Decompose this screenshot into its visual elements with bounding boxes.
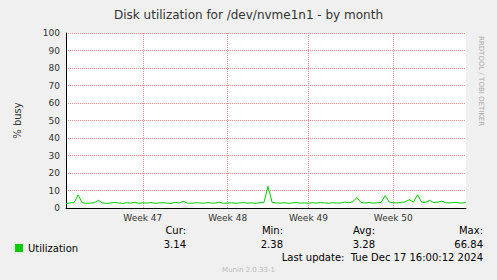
svg-text:3.14: 3.14 xyxy=(164,239,186,250)
svg-text:Week 49: Week 49 xyxy=(289,213,328,223)
svg-text:Week 50: Week 50 xyxy=(374,213,413,223)
svg-text:Week 48: Week 48 xyxy=(208,213,247,223)
svg-text:Utilization: Utilization xyxy=(28,243,78,254)
svg-text:50: 50 xyxy=(49,116,61,126)
svg-text:70: 70 xyxy=(49,81,61,91)
svg-text:2.38: 2.38 xyxy=(261,239,283,250)
svg-text:80: 80 xyxy=(49,63,61,73)
svg-text:66.84: 66.84 xyxy=(454,239,483,250)
svg-text:10: 10 xyxy=(49,186,61,196)
svg-text:RRDTOOL / TOBI OETIKER: RRDTOOL / TOBI OETIKER xyxy=(477,36,485,126)
svg-text:40: 40 xyxy=(49,133,61,143)
svg-text:Munin 2.0.33-1: Munin 2.0.33-1 xyxy=(222,266,275,274)
svg-text:Avg:: Avg: xyxy=(353,225,375,236)
svg-text:Last update: Tue Dec 17 16:00: Last update: Tue Dec 17 16:00:12 2024 xyxy=(282,252,483,263)
svg-text:100: 100 xyxy=(43,28,60,38)
svg-text:30: 30 xyxy=(49,151,61,161)
svg-text:% busy: % busy xyxy=(12,102,23,139)
svg-text:Cur:: Cur: xyxy=(165,225,186,236)
svg-text:90: 90 xyxy=(49,46,61,56)
svg-text:Week 47: Week 47 xyxy=(123,213,162,223)
svg-text:Disk utilization for /dev/nvme: Disk utilization for /dev/nvme1n1 - by m… xyxy=(114,8,383,22)
svg-text:Max:: Max: xyxy=(459,225,483,236)
svg-text:Min:: Min: xyxy=(262,225,283,236)
svg-text:20: 20 xyxy=(49,168,61,178)
svg-text:60: 60 xyxy=(49,98,61,108)
svg-text:0: 0 xyxy=(54,203,60,213)
svg-text:3.28: 3.28 xyxy=(353,239,375,250)
